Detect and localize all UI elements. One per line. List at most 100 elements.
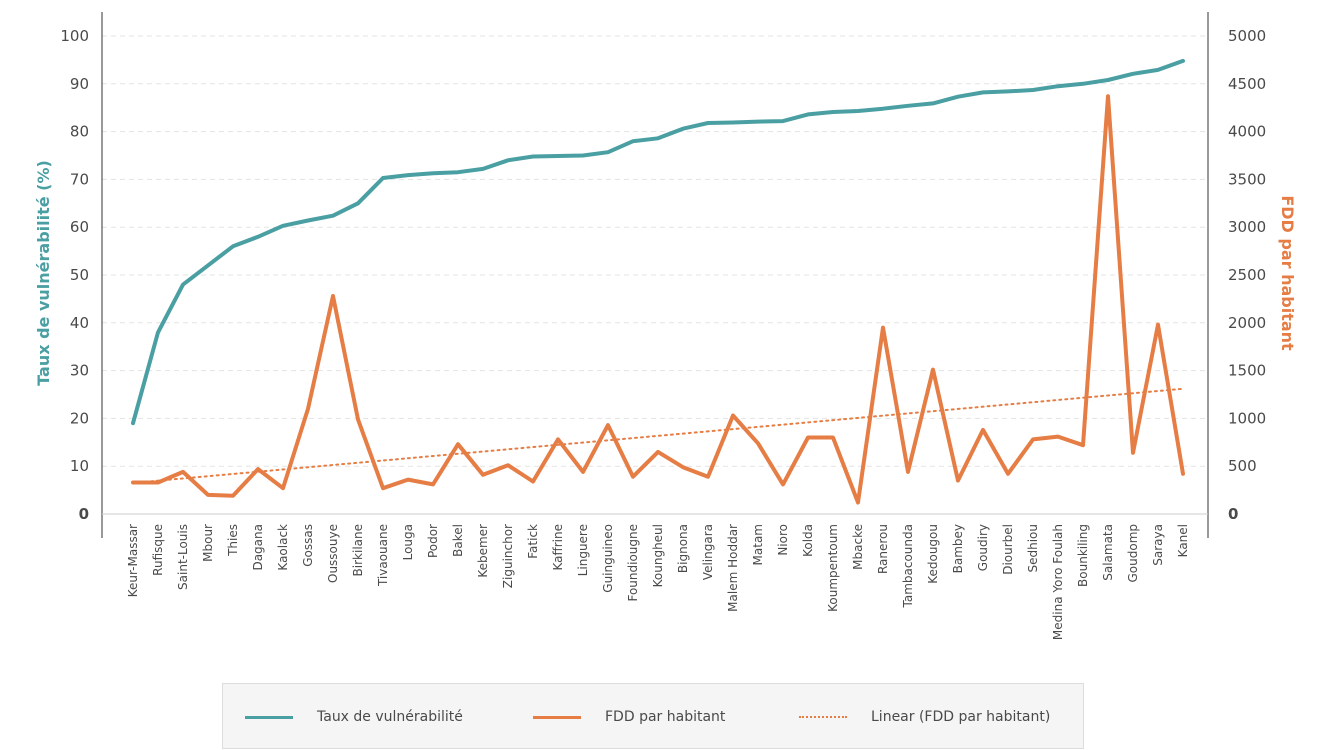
data-point-vulnerability	[781, 119, 785, 123]
data-point-fdd	[1006, 472, 1010, 476]
data-point-fdd	[681, 465, 685, 469]
data-point-vulnerability	[756, 120, 760, 123]
data-point-vulnerability	[1056, 84, 1060, 88]
series	[131, 58, 1185, 505]
data-point-fdd	[506, 464, 510, 467]
data-point-vulnerability	[406, 173, 410, 177]
data-point-vulnerability	[331, 214, 335, 217]
data-point-vulnerability	[931, 102, 935, 105]
x-tick-label: Bambey	[951, 524, 965, 573]
legend-swatch-linear	[799, 716, 847, 718]
x-tick-label: Kanel	[1176, 524, 1190, 557]
data-point-vulnerability	[706, 121, 710, 125]
y-right-tick-label: 3000	[1228, 218, 1266, 236]
data-point-vulnerability	[731, 121, 735, 124]
data-point-vulnerability	[281, 224, 285, 227]
series-line-vulnerability	[131, 58, 1185, 426]
y-left-tick-label: 0	[79, 505, 89, 523]
x-tick-label: Kaffrine	[551, 524, 565, 571]
data-point-fdd	[156, 481, 160, 484]
x-tick-label: Saint-Louis	[176, 524, 190, 590]
data-point-vulnerability	[531, 155, 535, 158]
data-point-fdd	[1131, 451, 1135, 455]
data-point-fdd	[981, 428, 985, 432]
x-tick-label: Dagana	[251, 524, 265, 571]
x-tick-label: Mbour	[201, 524, 215, 562]
y-left-tick-label: 70	[70, 170, 89, 188]
y-right-tick-label: 0	[1228, 505, 1238, 523]
x-tick-label: Kaolack	[276, 524, 290, 571]
data-point-vulnerability	[1181, 59, 1185, 63]
x-tick-label: Linguere	[576, 524, 590, 576]
data-point-vulnerability	[856, 109, 860, 113]
y-left-tick-label: 20	[70, 409, 89, 427]
data-point-vulnerability	[1106, 78, 1110, 82]
legend-swatch-vulnerability	[245, 715, 293, 719]
data-point-vulnerability	[1131, 72, 1135, 75]
data-point-fdd	[581, 470, 585, 474]
data-point-fdd	[631, 475, 635, 478]
x-tick-label: Koumpentoum	[826, 524, 840, 612]
data-point-fdd	[256, 467, 260, 471]
x-tick-label: Kebemer	[476, 524, 490, 578]
data-point-vulnerability	[206, 264, 210, 267]
data-point-vulnerability	[906, 104, 910, 107]
x-tick-label: Birkilane	[351, 524, 365, 576]
legend-item-vulnerability: Taux de vulnérabilité	[245, 684, 463, 750]
data-point-vulnerability	[506, 159, 510, 162]
x-tick-label: Thies	[226, 524, 240, 557]
y-left-tick-label: 100	[60, 27, 89, 45]
x-tick-label: Podor	[426, 524, 440, 558]
data-point-vulnerability	[631, 139, 635, 143]
data-point-vulnerability	[1006, 90, 1010, 93]
axes: 0102030405060708090100050010001500200025…	[60, 12, 1266, 640]
x-tick-label: Medina Yoro Foulah	[1051, 524, 1065, 640]
legend-label-vulnerability: Taux de vulnérabilité	[317, 709, 463, 725]
data-point-vulnerability	[381, 176, 385, 180]
data-point-fdd	[356, 418, 360, 421]
y-right-tick-label: 4500	[1228, 75, 1266, 93]
x-tick-label: Gossas	[301, 524, 315, 567]
data-point-fdd	[481, 473, 485, 477]
x-tick-label: Rufisque	[151, 524, 165, 576]
data-point-vulnerability	[456, 171, 460, 174]
data-point-fdd	[831, 436, 835, 439]
data-point-vulnerability	[306, 219, 310, 222]
data-point-fdd	[781, 483, 785, 486]
data-point-fdd	[1156, 323, 1160, 326]
data-point-fdd	[531, 480, 535, 483]
data-point-vulnerability	[956, 95, 960, 98]
x-tick-label: Louga	[401, 524, 415, 560]
data-point-vulnerability	[181, 283, 185, 286]
trend-line-fdd	[132, 387, 1184, 484]
y-left-tick-label: 80	[70, 123, 89, 141]
y-right-tick-label: 500	[1228, 457, 1257, 475]
data-point-fdd	[856, 501, 860, 504]
x-tick-label: Koungheul	[651, 524, 665, 587]
legend-item-linear: Linear (FDD par habitant)	[799, 684, 1050, 750]
chart: 0102030405060708090100050010001500200025…	[34, 12, 1297, 640]
y-right-tick-label: 3500	[1228, 170, 1266, 188]
legend: Taux de vulnérabilité FDD par habitant L…	[222, 683, 1084, 749]
data-point-fdd	[931, 368, 935, 371]
y-axis-left-title: Taux de vulnérabilité (%)	[34, 160, 53, 386]
data-point-fdd	[556, 438, 560, 441]
x-tick-label: Oussouye	[326, 524, 340, 583]
data-point-vulnerability	[231, 245, 235, 248]
x-tick-label: Foundiougne	[626, 524, 640, 602]
data-point-fdd	[1031, 438, 1035, 441]
x-tick-label: Bakel	[451, 524, 465, 557]
data-point-vulnerability	[1031, 88, 1035, 92]
data-point-fdd	[1106, 95, 1110, 98]
x-tick-label: Goudomp	[1126, 524, 1140, 583]
data-point-vulnerability	[581, 154, 585, 157]
data-point-vulnerability	[681, 127, 685, 130]
data-point-vulnerability	[556, 154, 560, 158]
data-point-fdd	[731, 414, 735, 417]
series-line-fdd	[131, 94, 1185, 505]
data-point-fdd	[706, 475, 710, 478]
x-tick-label: Kolda	[801, 524, 815, 557]
y-right-tick-label: 2000	[1228, 314, 1266, 332]
data-point-fdd	[281, 486, 285, 490]
y-axis-right-title: FDD par habitant	[1278, 195, 1297, 351]
